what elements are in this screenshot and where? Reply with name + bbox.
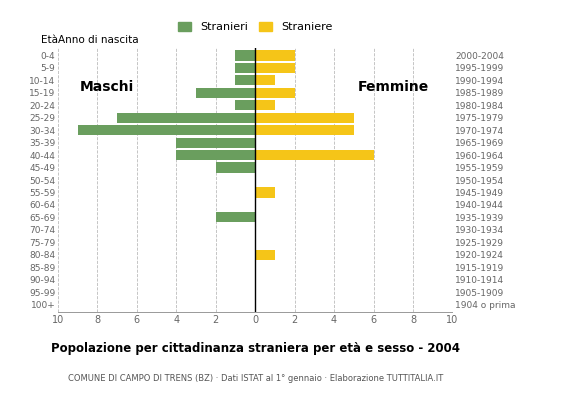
Text: Anno di nascita: Anno di nascita bbox=[58, 35, 139, 45]
Bar bbox=[176, 138, 255, 148]
Bar bbox=[235, 50, 255, 60]
Bar bbox=[176, 150, 255, 160]
Bar bbox=[235, 63, 255, 73]
Text: COMUNE DI CAMPO DI TRENS (BZ) · Dati ISTAT al 1° gennaio · Elaborazione TUTTITAL: COMUNE DI CAMPO DI TRENS (BZ) · Dati IST… bbox=[68, 374, 443, 383]
Bar bbox=[255, 250, 275, 260]
Bar bbox=[216, 162, 255, 173]
Text: Femmine: Femmine bbox=[358, 80, 429, 94]
Bar bbox=[255, 150, 374, 160]
Bar bbox=[255, 113, 354, 123]
Text: Maschi: Maschi bbox=[80, 80, 135, 94]
Bar bbox=[235, 100, 255, 110]
Bar bbox=[255, 125, 354, 135]
Bar bbox=[255, 75, 275, 86]
Bar bbox=[255, 63, 295, 73]
Bar bbox=[78, 125, 255, 135]
Text: Popolazione per cittadinanza straniera per età e sesso - 2004: Popolazione per cittadinanza straniera p… bbox=[50, 342, 460, 355]
Bar bbox=[255, 187, 275, 198]
Bar bbox=[255, 88, 295, 98]
Bar bbox=[255, 50, 295, 60]
Bar bbox=[235, 75, 255, 86]
Bar bbox=[117, 113, 255, 123]
Legend: Stranieri, Straniere: Stranieri, Straniere bbox=[178, 22, 332, 32]
Bar bbox=[216, 212, 255, 222]
Bar bbox=[255, 100, 275, 110]
Bar bbox=[196, 88, 255, 98]
Text: Età: Età bbox=[41, 35, 58, 45]
